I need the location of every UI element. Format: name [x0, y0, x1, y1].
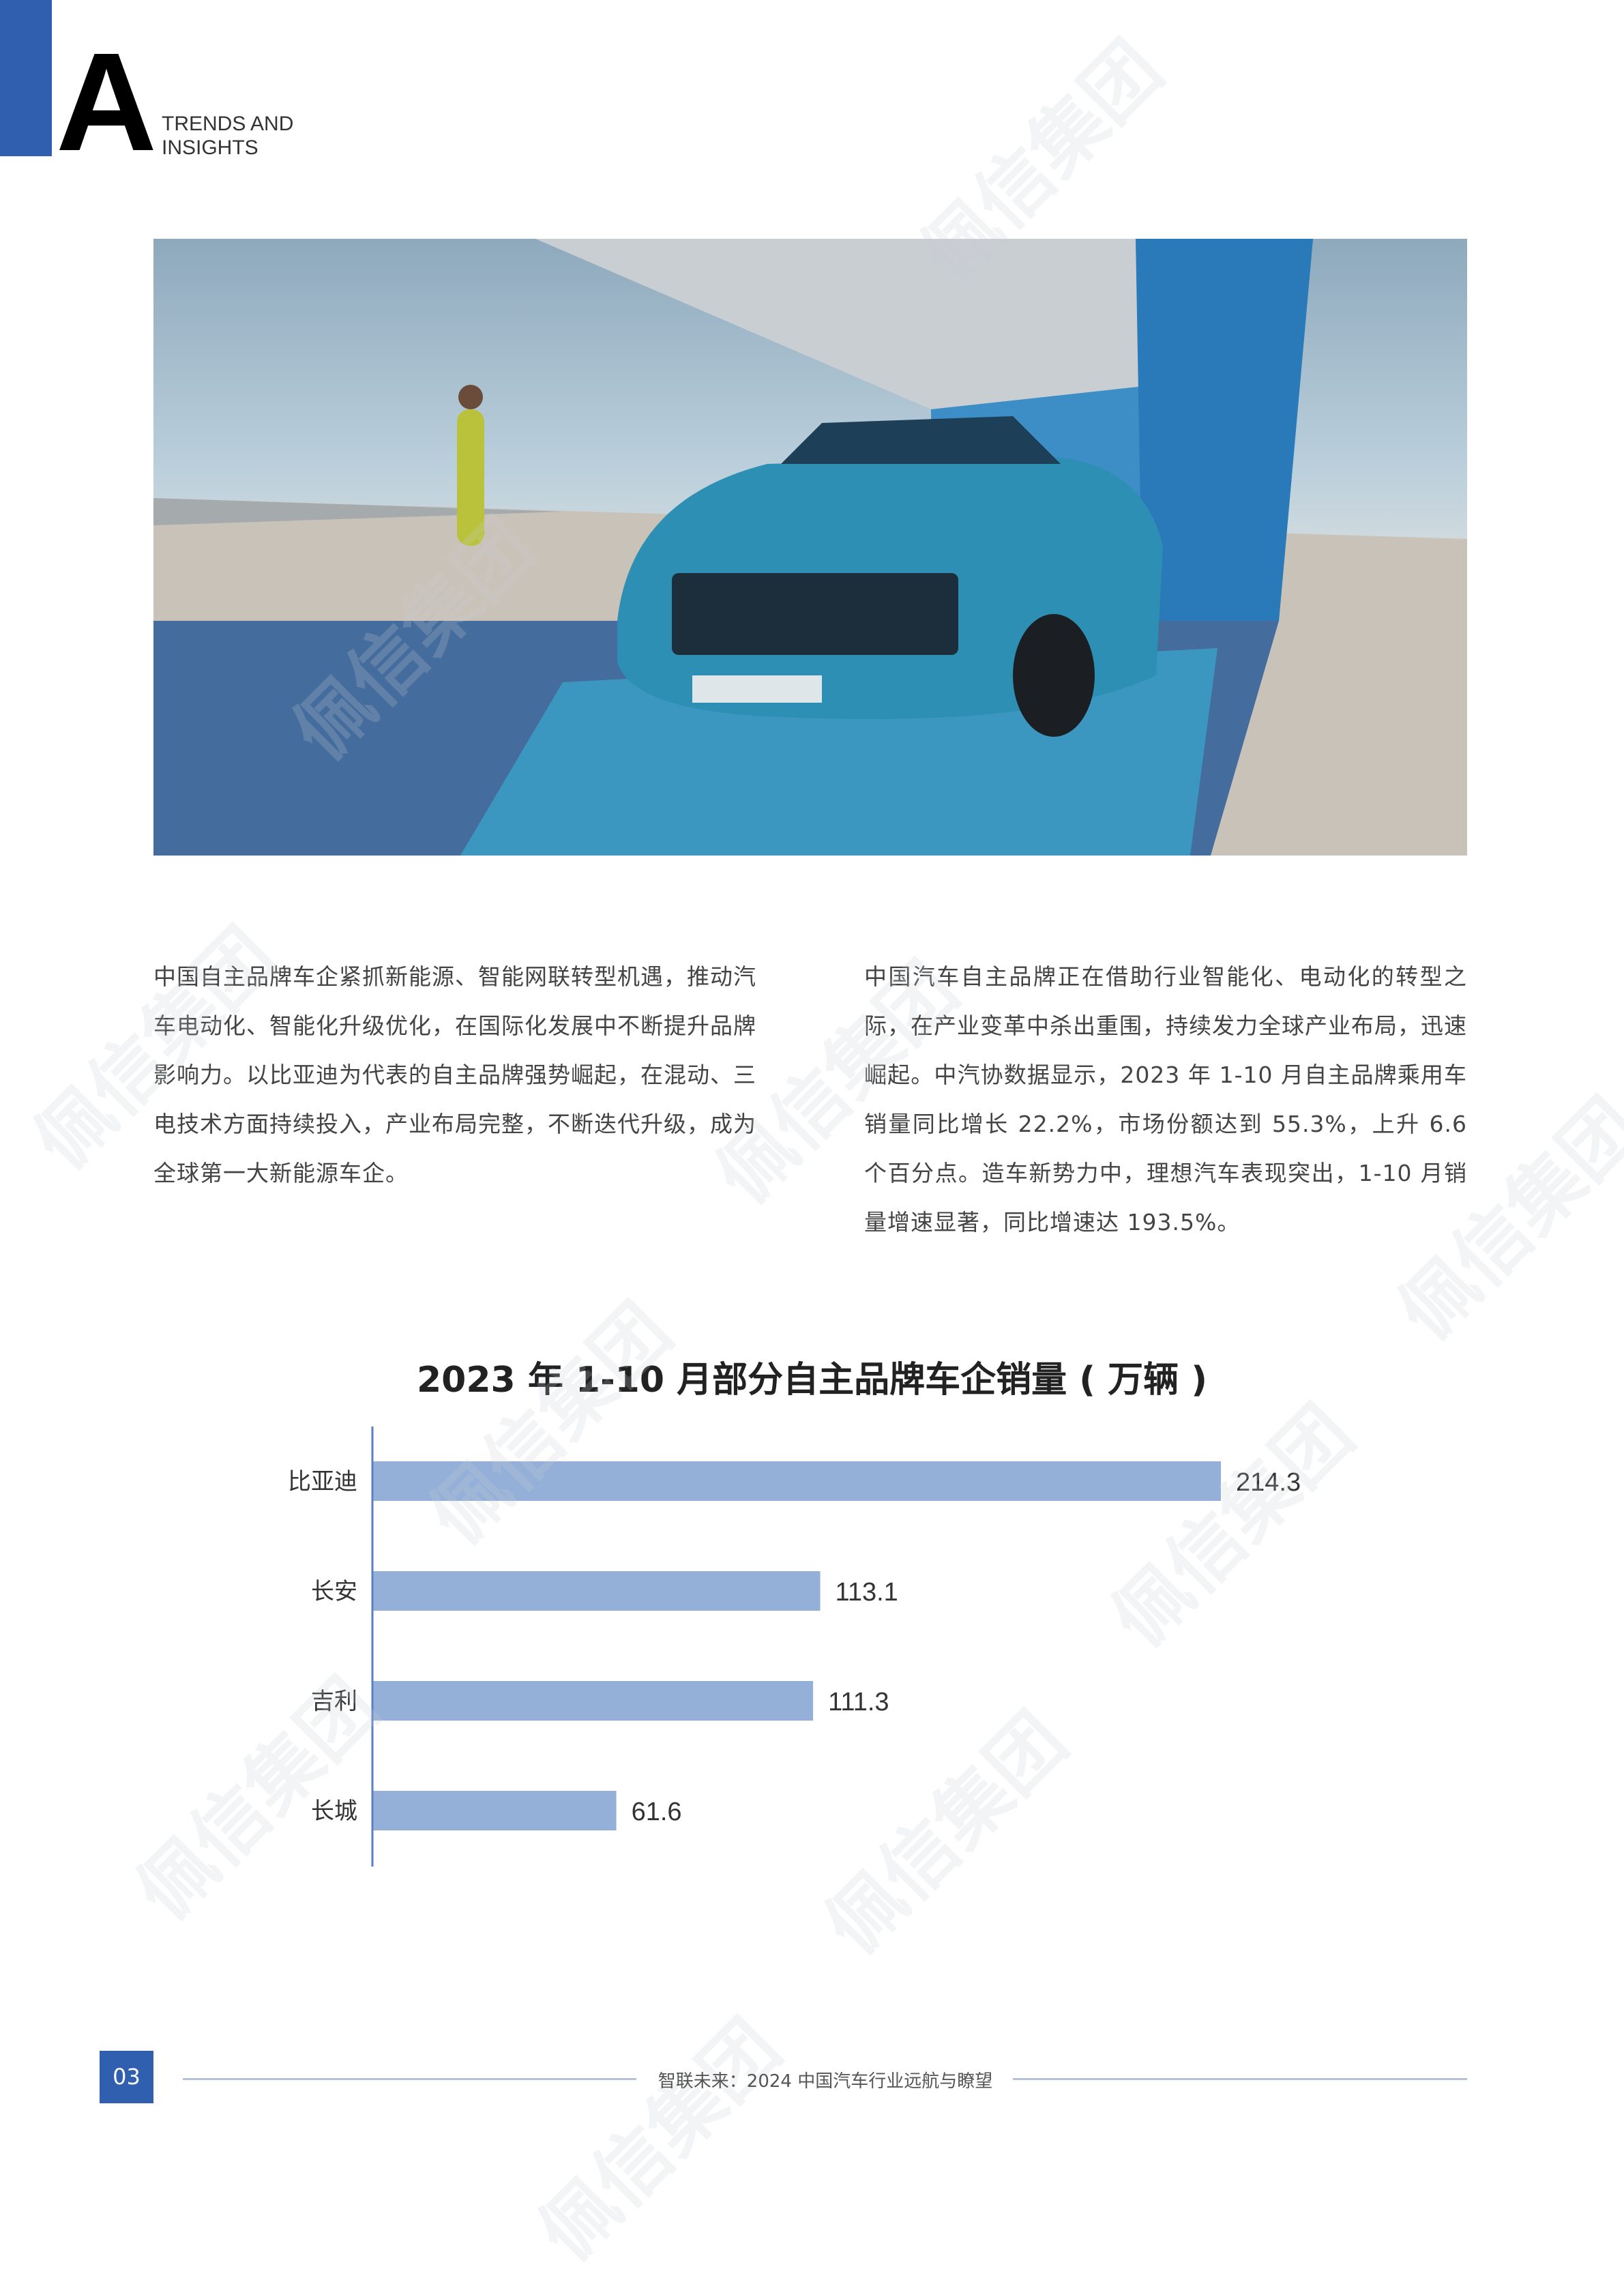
category-label: 长城 [311, 1798, 357, 1825]
section-color-block [0, 0, 52, 156]
hero-car-photo [153, 239, 1467, 856]
paragraph-right: 中国汽车自主品牌正在借助行业智能化、电动化的转型之际，在产业变革中杀出重围，持续… [864, 963, 1467, 1236]
bar-chart: 比亚迪 214.3 长安 113.1 吉利 111.3 长城 61.6 [288, 1427, 1301, 1867]
bar-3 [372, 1791, 617, 1830]
car-photo-illustration [153, 239, 1467, 856]
footer-divider-left [183, 2078, 636, 2080]
category-label: 比亚迪 [288, 1468, 357, 1495]
category-label: 吉利 [311, 1688, 357, 1715]
license-plate [692, 675, 822, 703]
section-title: TRENDS AND INSIGHTS [162, 112, 293, 160]
footer-title: 智联未来：2024 中国汽车行业远航与瞭望 [658, 2071, 993, 2092]
car-wheel [1013, 614, 1095, 737]
section-letter: A [56, 24, 158, 180]
value-label: 214.3 [1236, 1468, 1301, 1497]
mountains [153, 498, 563, 525]
bar-0 [372, 1461, 1221, 1501]
value-label: 61.6 [632, 1798, 682, 1826]
car-windshield [781, 416, 1061, 464]
page-number: 03 [100, 2051, 153, 2103]
value-label: 113.1 [836, 1578, 898, 1607]
paragraph-left: 中国自主品牌车企紧抓新能源、智能网联转型机遇，推动汽车电动化、智能化升级优化，在… [153, 963, 756, 1186]
structure-ceiling [535, 239, 1272, 409]
value-label: 111.3 [828, 1688, 889, 1716]
model-figure [457, 409, 484, 546]
section-title-line2: INSIGHTS [162, 136, 259, 159]
category-label: 长安 [311, 1578, 357, 1605]
footer-divider-right [1013, 2078, 1467, 2080]
watermark: 佩信集团 [522, 2003, 797, 2277]
section-title-line1: TRENDS AND [162, 113, 294, 135]
blue-wall-side [1136, 239, 1313, 621]
bar-1 [372, 1571, 821, 1611]
car-grille [672, 573, 958, 655]
bar-2 [372, 1681, 814, 1721]
chart-title: 2023 年 1-10 月部分自主品牌车企销量 ( 万辆 ) [416, 1360, 1207, 1401]
